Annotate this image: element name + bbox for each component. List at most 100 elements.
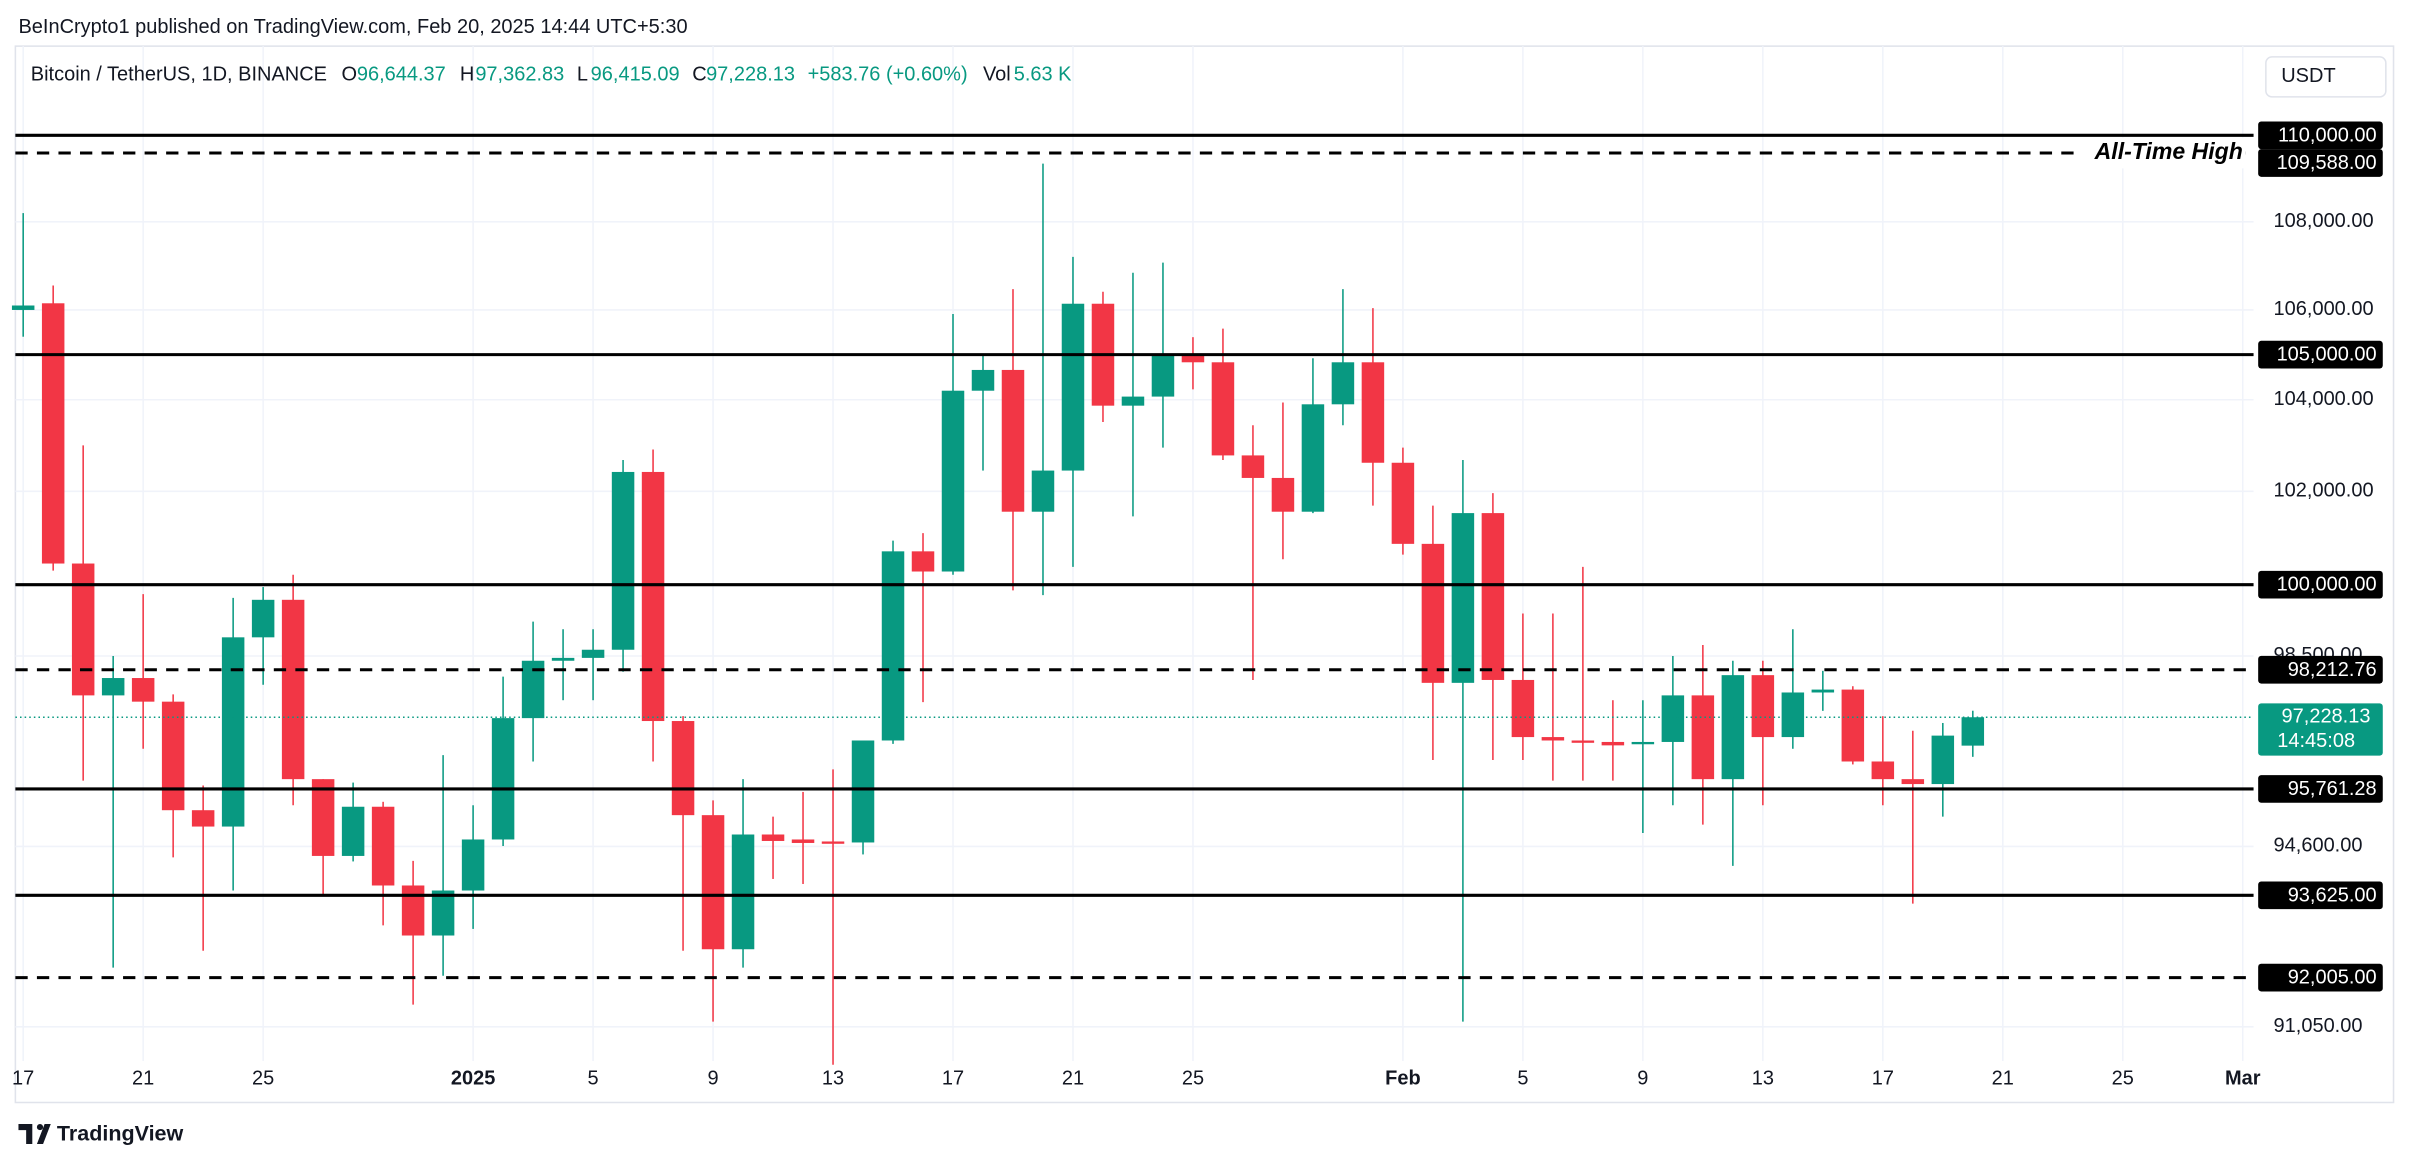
level-label: 95,761.28 [2288, 778, 2377, 800]
candle-body [1301, 404, 1325, 512]
candle-body [461, 839, 485, 891]
level-label: 110,000.00 [2278, 124, 2377, 146]
candle-body [1121, 396, 1145, 406]
close-value: 97,228.13 [706, 64, 795, 86]
candle-body [1691, 695, 1715, 780]
y-tick-label: 91,050.00 [2274, 1015, 2363, 1037]
candle-body [191, 810, 215, 827]
x-tick-label: 17 [12, 1068, 34, 1090]
level-label-box [2258, 149, 2383, 177]
candle-body [401, 885, 425, 936]
x-tick-label: 25 [1182, 1068, 1204, 1090]
y-tick-label: 104,000.00 [2274, 388, 2374, 410]
candle-body [551, 657, 575, 661]
candle-body [101, 678, 125, 696]
x-tick-label: 9 [1637, 1068, 1648, 1090]
candle-body [611, 471, 635, 650]
candle-body [521, 660, 545, 719]
candle-body [341, 806, 365, 856]
level-label: 105,000.00 [2277, 344, 2377, 366]
chart-frame [14, 45, 2395, 1104]
candle-body [971, 369, 995, 391]
x-tick-label: 13 [1752, 1068, 1774, 1090]
high-label: H [460, 64, 474, 86]
x-tick-label: Feb [1385, 1068, 1421, 1090]
x-tick-label: 9 [707, 1068, 718, 1090]
candle-body [1871, 761, 1895, 780]
change: +583.76 (+0.60%) [808, 64, 968, 86]
candle-body [1151, 355, 1175, 397]
x-tick-label: 21 [1062, 1068, 1084, 1090]
level-label-box [2258, 570, 2383, 599]
candle-body [131, 678, 155, 702]
candle-body [791, 839, 815, 843]
candle-body [221, 637, 245, 827]
candle-body [1751, 675, 1775, 738]
candle-body [1661, 695, 1685, 742]
candle-body [1001, 369, 1025, 512]
level-label-box [2258, 963, 2383, 992]
footer: TradingView [57, 1121, 184, 1145]
x-tick-label: 13 [822, 1068, 844, 1090]
candle-body [1061, 303, 1085, 471]
candle-body [1601, 741, 1625, 746]
candle-body [431, 890, 455, 936]
candle-body [761, 834, 785, 841]
candle-body [1481, 513, 1505, 680]
currency-button[interactable] [2265, 56, 2387, 98]
candle-body [671, 721, 695, 816]
candle-body [1391, 462, 1415, 544]
candle-body [851, 740, 875, 843]
x-tick-label: 17 [942, 1068, 964, 1090]
countdown: 14:45:08 [2277, 730, 2355, 752]
vol-label: Vol [983, 64, 1011, 86]
logo-dot [36, 1124, 44, 1131]
candle-body [1331, 362, 1355, 405]
candle-body [491, 718, 515, 840]
candle-body [71, 563, 95, 696]
candle-body [1031, 470, 1055, 512]
candle-body [701, 815, 725, 950]
candle-body [1421, 543, 1445, 683]
y-tick-label: 108,000.00 [2274, 210, 2374, 232]
x-tick-label: 21 [132, 1068, 154, 1090]
last-price-box [2258, 703, 2383, 756]
high-value: 97,362.83 [475, 64, 564, 86]
annotation: All-Time High [2094, 138, 2243, 164]
level-label: 98,212.76 [2288, 659, 2377, 681]
x-tick-label: 21 [1992, 1068, 2014, 1090]
x-tick-label: 5 [588, 1068, 599, 1090]
level-label: 93,625.00 [2288, 884, 2377, 906]
plot: All-Time High [11, 133, 2254, 1065]
y-tick-label: 94,600.00 [2274, 835, 2363, 857]
logo-mark [18, 1124, 51, 1145]
x-tick-label: Mar [2225, 1068, 2261, 1090]
candle-body [1541, 737, 1565, 741]
candle-body [881, 551, 905, 741]
candle-body [281, 599, 305, 780]
candle-body [161, 701, 185, 811]
candle-body [311, 779, 335, 856]
candle-body [1631, 741, 1655, 745]
candle-body [41, 303, 65, 564]
candle-body [1511, 679, 1535, 738]
candle-body [1241, 455, 1265, 478]
logo [18, 1124, 51, 1145]
x-tick-label: 2025 [451, 1068, 495, 1090]
candle-body [1361, 362, 1385, 463]
candle-body [1841, 689, 1865, 762]
annotation-bg [2079, 137, 2246, 169]
candle-body [581, 649, 605, 658]
open-label: O [341, 64, 357, 86]
candle-body [1211, 362, 1235, 456]
candle-body [1781, 692, 1805, 738]
low-value: 96,415.09 [591, 64, 680, 86]
symbol: Bitcoin / TetherUS, 1D, BINANCE [31, 64, 327, 86]
level-label-box [2258, 121, 2383, 150]
currency[interactable]: USDT [2281, 65, 2335, 87]
vol-value: 5.63 K [1014, 64, 1072, 86]
x-tick-label: 25 [2112, 1068, 2134, 1090]
y-tick-label: 102,000.00 [2274, 480, 2374, 502]
candle-body [371, 806, 395, 886]
